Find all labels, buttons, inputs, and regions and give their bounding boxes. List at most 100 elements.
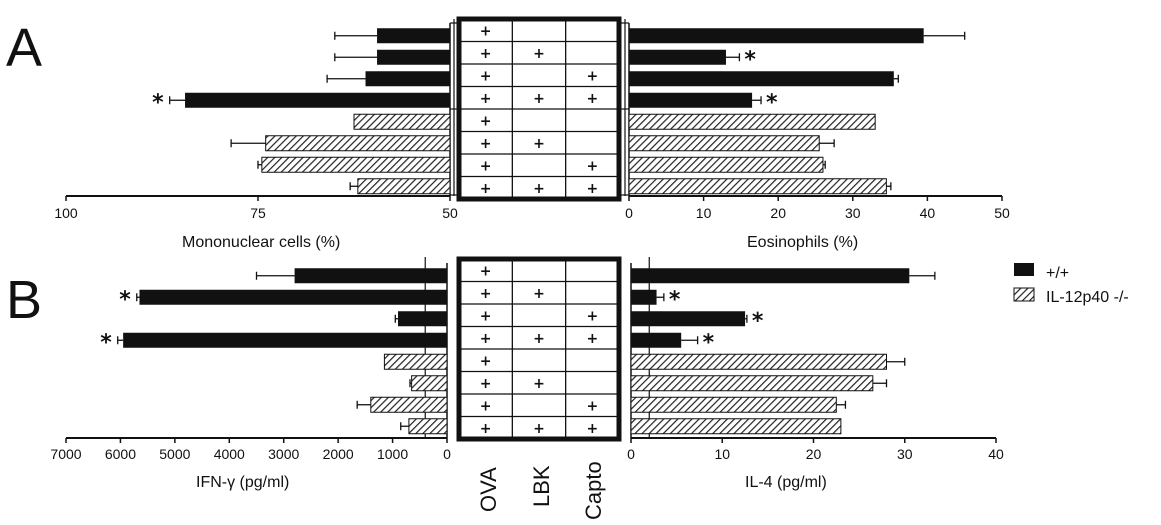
right-tick-label: 20 [806,446,822,462]
treatment-plus-mark: + [480,263,492,279]
treatment-plus-mark: + [480,113,492,129]
left-significance-star: * [119,287,131,312]
right-tick-label: 40 [988,446,1004,462]
right-tick-label: 40 [920,205,936,221]
left-bar-wild-type [294,268,447,284]
panel-b: 7000 6000 5000 4000 3000 2000 1000 0 IFN-γ (pg/m… [50,256,1004,491]
right-bar-wild-type [631,332,682,348]
right-tick-label: 0 [627,446,635,462]
left-tick-label: 100 [54,205,78,221]
left-bar-knockout [411,375,448,392]
right-significance-star: * [744,47,756,72]
treatment-plus-mark: + [533,46,545,62]
left-tick-label: 0 [443,446,451,462]
right-significance-star: * [703,330,715,355]
left-significance-star: * [152,90,164,115]
right-bar-knockout [630,418,842,435]
treatment-plus-mark: + [586,331,598,347]
left-bar-knockout [383,353,448,370]
panel-label-b: B [6,270,42,330]
panel-a: 100 75 50 Mononuclear cells (%) * 0 10 20 30 40 50… [54,16,1010,251]
treatment-plus-mark: + [480,308,492,324]
right-bar-wild-type [631,311,746,327]
treatment-plus-mark: + [533,181,545,197]
left-axis-label: Mononuclear cells (%) [182,234,340,251]
legend-swatch-wild-type [1014,263,1034,276]
treatment-plus-mark: + [480,398,492,414]
left-tick-label: 6000 [105,446,136,462]
right-bar-wild-type [629,28,924,44]
treatment-plus-mark: + [533,286,545,302]
right-bar-knockout [630,396,837,413]
left-significance-star: * [100,330,112,355]
left-bar-wild-type [398,311,447,327]
treatment-label-lbk: LBK [529,465,554,507]
treatment-plus-mark: + [586,308,598,324]
right-bar-wild-type [629,71,894,87]
treatment-plus-mark: + [586,398,598,414]
treatment-plus-mark: + [586,421,598,437]
treatment-plus-mark: + [480,286,492,302]
treatment-plus-mark: + [480,421,492,437]
left-tick-label: 2000 [323,446,354,462]
legend-swatch-knockout [1013,287,1035,302]
left-tick-label: 3000 [268,446,299,462]
right-bar-knockout [630,375,874,392]
treatment-plus-mark: + [480,331,492,347]
treatment-plus-mark: + [480,23,492,39]
right-bar-wild-type [631,289,657,305]
left-bar-wild-type [123,332,448,348]
treatment-plus-mark: + [586,68,598,84]
left-bar-wild-type [365,71,450,87]
left-tick-label: 4000 [214,446,245,462]
left-tick-label: 7000 [50,446,81,462]
right-bar-knockout [628,135,820,152]
treatment-plus-mark: + [480,181,492,197]
treatment-plus-mark: + [533,376,545,392]
left-bar-knockout [408,418,448,435]
treatment-plus-mark: + [480,136,492,152]
right-tick-label: 0 [625,205,633,221]
left-bar-knockout [353,113,451,130]
right-bar-knockout [630,353,887,370]
left-bar-knockout [265,135,451,152]
left-bar-wild-type [139,289,447,305]
right-tick-label: 30 [897,446,913,462]
right-tick-label: 50 [994,205,1010,221]
right-bar-wild-type [629,49,726,65]
treatment-plus-mark: + [480,158,492,174]
legend-label-knockout: IL-12p40 -/- [1046,289,1129,306]
treatment-plus-mark: + [480,46,492,62]
right-axis-label: Eosinophils (%) [747,234,858,251]
treatment-plus-mark: + [480,68,492,84]
right-axis-label: IL-4 (pg/ml) [745,474,827,491]
legend-label-wild-type: +/+ [1046,265,1069,282]
panel-label-a: A [6,18,42,78]
treatment-plus-mark: + [586,181,598,197]
treatment-plus-mark: + [533,421,545,437]
treatment-plus-mark: + [480,91,492,107]
right-bar-knockout [628,178,887,195]
left-bar-wild-type [377,49,450,65]
treatment-plus-mark: + [480,353,492,369]
treatment-plus-mark: + [533,91,545,107]
legend: +/+ IL-12p40 -/- [1013,263,1129,306]
right-tick-label: 30 [845,205,861,221]
right-tick-label: 20 [770,205,786,221]
right-tick-label: 10 [696,205,712,221]
left-bar-knockout [261,156,451,173]
right-bar-wild-type [631,268,910,284]
right-bar-knockout [628,113,876,130]
left-tick-label: 1000 [377,446,408,462]
right-bar-wild-type [629,92,753,108]
left-tick-label: 5000 [159,446,190,462]
left-tick-label: 75 [250,205,266,221]
treatment-plus-mark: + [533,136,545,152]
treatment-plus-mark: + [480,376,492,392]
left-bar-knockout [370,396,448,413]
right-tick-label: 10 [714,446,730,462]
treatment-plus-mark: + [586,91,598,107]
treatment-plus-mark: + [533,331,545,347]
